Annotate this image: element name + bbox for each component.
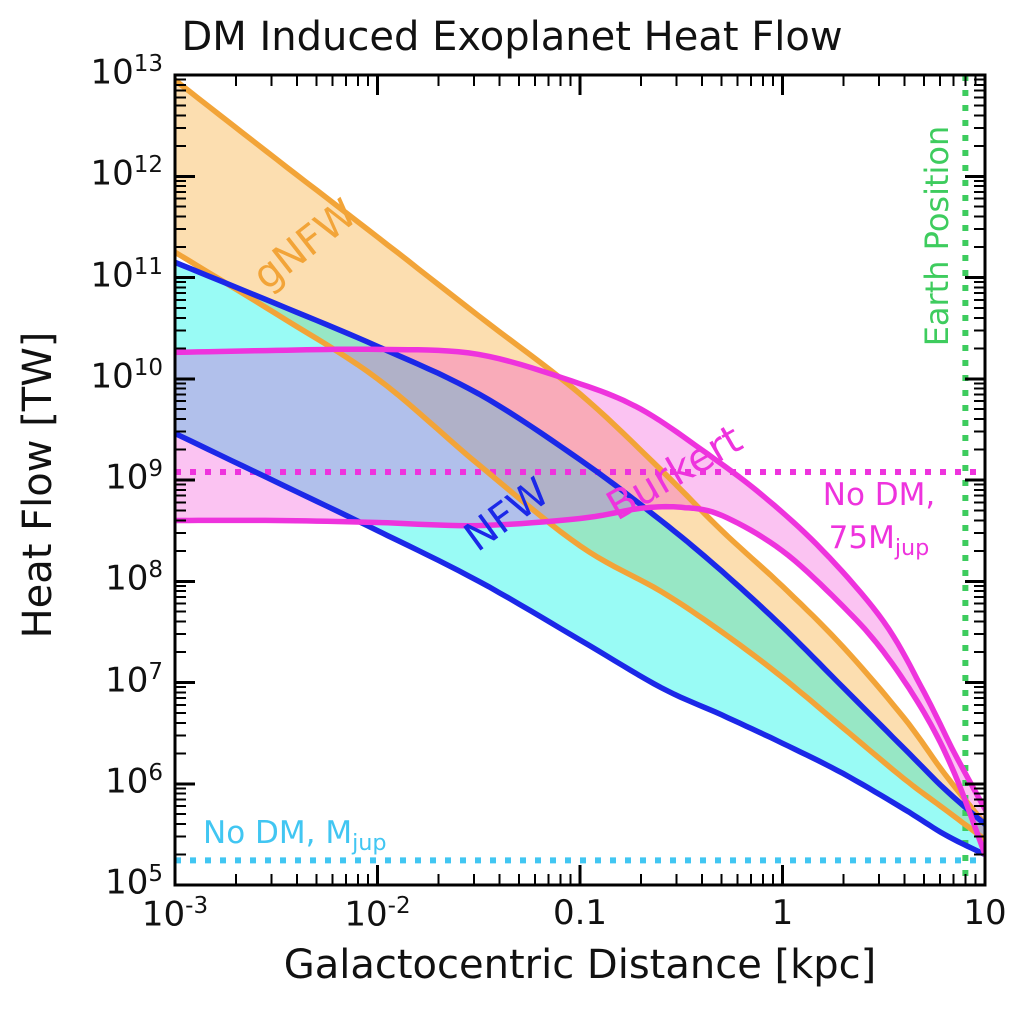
y-tick-label-1e9: 109 xyxy=(105,456,163,498)
band-fill-nfw xyxy=(175,262,985,855)
y-tick-label-1e8: 108 xyxy=(105,557,163,599)
earth-position-label: Earth Position xyxy=(918,125,956,347)
axes-frame xyxy=(173,73,987,887)
y-tick-label-1e13: 1013 xyxy=(90,51,163,93)
y-tick-label-1e6: 106 xyxy=(105,759,163,802)
curve-nfw-upper xyxy=(175,259,985,828)
y-tick-label-1e12: 1012 xyxy=(90,152,163,194)
curve-burkert-upper xyxy=(175,346,985,812)
curve-gnfw-upper xyxy=(175,77,985,828)
curve-gnfw-lower xyxy=(175,249,985,843)
y-tick-label-1e5: 105 xyxy=(105,861,163,903)
x-axis-label: Galactocentric Distance [kpc] xyxy=(283,942,877,988)
y-tick-label-1e7: 107 xyxy=(105,658,163,700)
no-dm-75mjup-label-line2: 75Mjup xyxy=(828,519,930,561)
band-fill-burkert xyxy=(175,349,985,855)
x-tick-label-10: 10 xyxy=(963,893,1007,933)
no-dm-mjup-label: No DM, Mjup xyxy=(203,815,387,857)
no-dm-75mjup-label-line1: No DM, xyxy=(822,477,936,513)
y-tick-label-1e11: 1011 xyxy=(90,253,163,295)
x-tick-label-1: 1 xyxy=(771,893,794,933)
curve-burkert-lower xyxy=(175,503,985,858)
x-tick-label-0.1: 0.1 xyxy=(552,893,608,933)
y-tick-label-1e10: 1010 xyxy=(90,354,163,397)
x-tick-label-0.01: 10-2 xyxy=(344,893,411,935)
chart-title: DM Induced Exoplanet Heat Flow xyxy=(181,14,843,60)
x-tick-label-0.001: 10-3 xyxy=(141,893,209,935)
no-dm-75mjup-label: No DM, 75Mjup xyxy=(803,474,955,564)
